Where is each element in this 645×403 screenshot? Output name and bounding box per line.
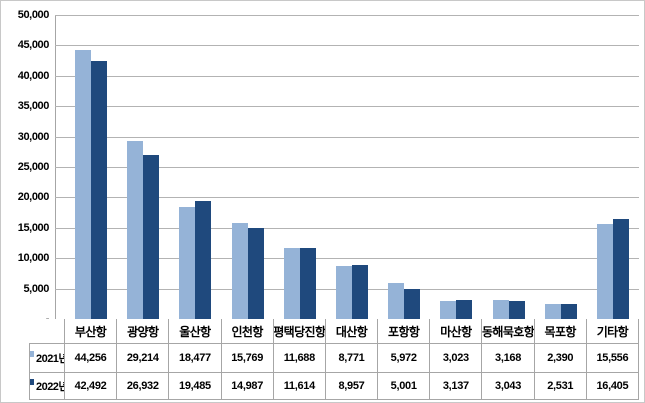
bar-series-1	[195, 200, 212, 319]
legend-label: 2021년	[35, 353, 65, 365]
bar-series-1	[247, 227, 264, 319]
legend-cell: 2022년	[29, 373, 65, 400]
bar-group	[483, 15, 535, 319]
legend-key-swatch	[30, 379, 34, 385]
bar-series-0	[336, 265, 353, 319]
value-cell: 2,531	[534, 373, 587, 400]
bar-group	[535, 15, 587, 319]
bar-group	[430, 15, 482, 319]
category-header-cell: 인천항	[221, 319, 274, 344]
bar-group	[117, 15, 169, 319]
category-header-cell: 기타항	[586, 319, 639, 344]
gridline	[55, 45, 639, 47]
bar-series-1	[404, 288, 421, 319]
bar-series-0	[231, 223, 248, 319]
y-axis-tick-label: 5,000	[23, 282, 49, 295]
y-axis-tick-label: 40,000	[17, 69, 50, 82]
y-axis-tick-label: 25,000	[17, 161, 50, 173]
gridline	[55, 258, 639, 260]
bar-group	[378, 15, 430, 319]
bar-series-0	[388, 282, 405, 319]
legend-cell: 2021년	[29, 344, 65, 373]
value-cell: 11,614	[273, 373, 326, 400]
value-cell: 3,137	[430, 373, 483, 400]
category-header-cell: 광양항	[117, 319, 170, 344]
value-cell: 44,256	[65, 344, 118, 373]
value-cell: 5,001	[378, 373, 431, 400]
category-header-cell: 부산항	[65, 319, 118, 344]
y-axis-tick-label: 35,000	[17, 100, 50, 113]
value-cell: 3,043	[482, 373, 535, 400]
gridline	[55, 197, 639, 199]
bar-series-1	[91, 60, 108, 319]
bar-group	[222, 15, 274, 319]
bar-series-0	[283, 247, 300, 319]
legend-label: 2022년	[35, 381, 65, 393]
category-header-cell: 대산항	[325, 319, 379, 344]
category-header-cell: 울산항	[169, 319, 222, 344]
table-corner-cell	[29, 319, 65, 344]
bar-group	[169, 15, 221, 319]
value-cell: 5,972	[378, 344, 431, 373]
legend-key-swatch	[30, 351, 34, 357]
bar-group	[326, 15, 378, 319]
bar-series-0	[179, 206, 196, 319]
value-cell: 8,771	[325, 344, 379, 373]
bar-series-0	[492, 299, 509, 319]
value-cell: 15,769	[221, 344, 274, 373]
category-header-cell: 목포항	[534, 319, 587, 344]
bar-series-0	[440, 300, 457, 319]
value-cell: 26,932	[117, 373, 170, 400]
data-table: 부산항 광양항 울산항 인천항 평택당진항 대산항 포항항 마산항 동해묵호항 목포항 기타항 202…	[29, 319, 639, 400]
y-axis-tick-label: 30,000	[17, 130, 50, 143]
category-header-cell: 마산항	[430, 319, 483, 344]
gridline	[55, 75, 639, 77]
category-header-cell: 평택당진항	[273, 319, 326, 344]
gridline	[55, 106, 639, 108]
y-axis-tick-label: 20,000	[17, 191, 50, 204]
gridline	[55, 227, 639, 229]
y-axis: -5,00010,00015,00020,00025,00030,00035,0…	[1, 9, 50, 325]
category-header-cell: 포항항	[378, 319, 431, 344]
value-cell: 42,492	[65, 373, 118, 400]
bar-series-1	[560, 303, 577, 319]
y-axis-tick-label: 10,000	[17, 252, 50, 265]
value-cell: 14,987	[221, 373, 274, 400]
bar-series-0	[75, 49, 92, 319]
value-cell: 19,485	[169, 373, 222, 400]
y-axis-tick-label: 45,000	[17, 39, 50, 52]
gridline	[55, 167, 639, 168]
bar-group	[587, 15, 639, 319]
value-cell: 3,023	[430, 344, 483, 373]
value-cell: 11,688	[273, 344, 326, 373]
bar-group	[65, 15, 117, 319]
y-axis-tick-label: 15,000	[17, 221, 50, 234]
value-cell: 2,390	[534, 344, 587, 373]
bar-series-0	[127, 141, 144, 319]
value-cell: 16,405	[586, 373, 639, 400]
bar-series-1	[456, 299, 473, 319]
bar-series-1	[299, 248, 316, 319]
bar-series-0	[544, 304, 561, 319]
bar-series-0	[596, 224, 613, 319]
y-axis-tick-label: 50,000	[17, 9, 50, 21]
bar-series-1	[612, 219, 629, 319]
bar-series-1	[352, 264, 369, 319]
plot-area	[65, 15, 639, 319]
value-cell: 3,168	[482, 344, 535, 373]
category-header-cell: 동해묵호항	[482, 319, 535, 344]
value-cell: 18,477	[169, 344, 222, 373]
bar-series-1	[143, 155, 160, 319]
gridline	[55, 136, 639, 138]
bar-series-1	[508, 300, 525, 319]
value-cell: 8,957	[325, 373, 379, 400]
value-cell: 15,556	[586, 344, 639, 373]
gridline	[55, 15, 639, 16]
bar-group	[274, 15, 326, 319]
value-cell: 29,214	[117, 344, 170, 373]
